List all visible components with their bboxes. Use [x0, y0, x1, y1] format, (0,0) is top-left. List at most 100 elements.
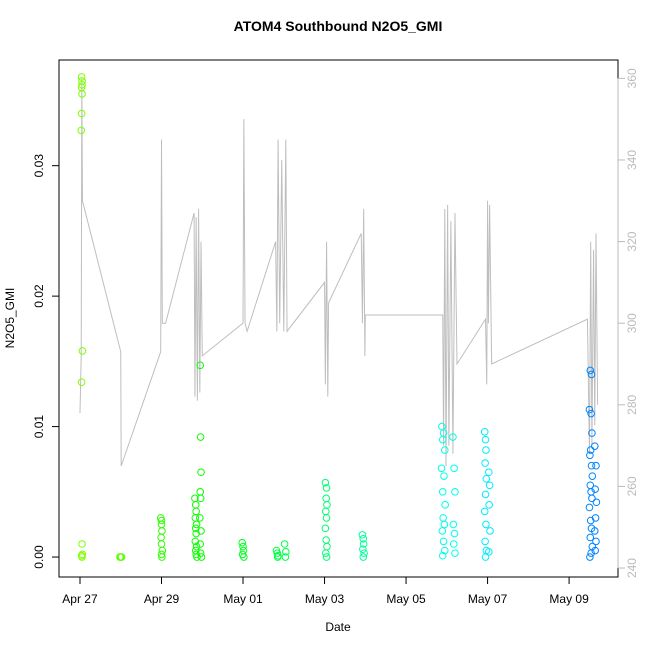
data-point [484, 468, 493, 477]
x-tick-label: May 03 [305, 592, 345, 606]
data-point [449, 520, 458, 529]
data-point [437, 464, 446, 473]
data-line [79, 78, 599, 467]
data-point [440, 446, 449, 454]
data-point [322, 484, 331, 492]
x-axis-label: Date [325, 620, 351, 634]
data-point [78, 540, 86, 548]
data-point [484, 548, 493, 556]
x-tick-label: Apr 27 [62, 592, 98, 606]
data-point [358, 531, 367, 539]
y2-tick-label: 260 [625, 476, 639, 496]
data-point [480, 507, 489, 516]
y-tick-label: 0.01 [32, 415, 46, 439]
data-point [438, 435, 447, 444]
data-point [238, 538, 247, 547]
data-point [450, 464, 458, 473]
data-point [486, 527, 494, 535]
data-point [592, 537, 600, 546]
data-point [77, 109, 86, 118]
data-point [282, 548, 290, 556]
data-point [192, 520, 201, 529]
data-point [196, 433, 205, 441]
data-point [591, 485, 599, 494]
data-point [481, 435, 490, 444]
data-point [77, 378, 86, 387]
data-point [77, 73, 86, 81]
data-point [438, 551, 447, 560]
plot-area [77, 73, 601, 561]
data-point [360, 549, 368, 557]
data-point [586, 366, 595, 375]
data-point [449, 540, 458, 548]
data-point [587, 461, 596, 470]
data-point [197, 553, 206, 561]
y2-tick-label: 280 [625, 394, 639, 414]
data-point [587, 409, 595, 418]
data-point [321, 524, 330, 533]
y-tick-label: 0.03 [32, 154, 46, 178]
data-point [157, 550, 166, 559]
data-point [196, 514, 204, 522]
data-point [485, 481, 494, 490]
data-point [590, 527, 599, 535]
data-point [481, 459, 489, 467]
data-point [588, 429, 596, 437]
data-point [586, 533, 595, 542]
data-point [586, 553, 594, 561]
x-tick-label: May 01 [223, 592, 263, 606]
data-point [588, 494, 596, 503]
data-point [587, 370, 596, 379]
data-point [588, 472, 597, 480]
data-point [481, 490, 490, 499]
data-point [240, 553, 248, 561]
data-point [158, 553, 166, 561]
data-point [78, 550, 87, 559]
data-point [485, 501, 494, 509]
data-point [451, 549, 459, 557]
data-point [480, 428, 489, 436]
data-point [482, 520, 490, 529]
data-point [590, 442, 599, 450]
data-point [592, 461, 600, 470]
data-point [439, 537, 448, 546]
y2-tick-label: 300 [625, 313, 639, 333]
data-point [78, 80, 86, 89]
data-point [450, 529, 459, 538]
data-point [440, 520, 449, 529]
data-point [197, 527, 205, 535]
data-point [440, 546, 449, 555]
x-tick-label: May 05 [386, 592, 426, 606]
y-tick-label: 0.02 [32, 284, 46, 308]
data-point [585, 503, 594, 512]
data-point [438, 527, 447, 535]
data-point [239, 542, 247, 551]
data-point [157, 516, 166, 525]
data-point [78, 90, 86, 98]
y2-tick-label: 360 [625, 68, 639, 88]
data-point [586, 446, 595, 454]
data-point [482, 446, 490, 454]
data-point [322, 553, 331, 561]
data-point [321, 549, 330, 557]
data-point [482, 474, 491, 483]
data-point [281, 553, 290, 561]
y-axis-label: N2O5_GMI [3, 288, 17, 349]
data-point [451, 488, 459, 496]
data-point [359, 545, 367, 554]
x-tick-label: May 07 [468, 592, 508, 606]
data-point [586, 451, 594, 460]
data-point [359, 553, 368, 561]
data-point [441, 501, 449, 509]
data-point [196, 540, 205, 548]
data-point [359, 534, 368, 543]
data-point [585, 405, 594, 414]
data-point [77, 126, 86, 135]
data-point [592, 498, 601, 507]
data-point [273, 553, 282, 561]
data-point [321, 478, 330, 487]
data-point [322, 514, 331, 522]
x-tick-label: May 09 [549, 592, 589, 606]
